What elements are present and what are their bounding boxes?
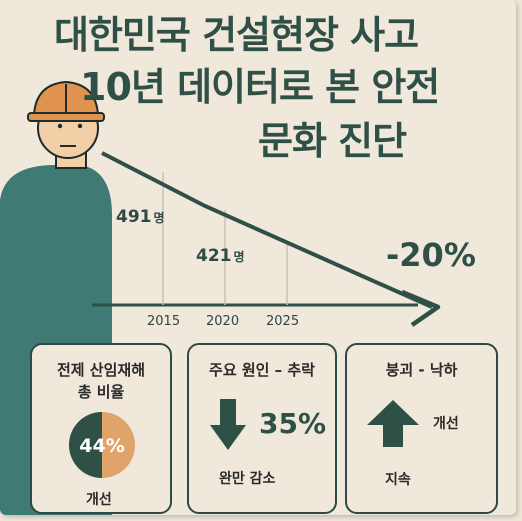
donut-share: [69, 412, 102, 478]
trend-arrow-icon: [401, 289, 441, 327]
point-label-2020: 421 명: [196, 246, 245, 266]
card-collapse: 붕괴 - 낙하 개선 지속: [345, 343, 498, 514]
title-line-3: 문화 진단: [258, 119, 407, 163]
card-main-cause: 주요 원인 – 추락 35% 완만 감소: [187, 343, 337, 514]
title-line-2: 10년 데이터로 본 안전: [80, 65, 440, 109]
up-arrow-icon: [367, 400, 419, 447]
card2-footer: 완만 감소: [219, 471, 276, 487]
card3-title: 붕괴 - 낙하: [385, 361, 458, 379]
down-arrow-icon: [210, 399, 246, 450]
donut-label: 44%: [79, 435, 124, 457]
infographic: 대한민국 건설현장 사고 10년 데이터로 본 안전 문화 진단 491 명 42…: [0, 13, 498, 515]
card1-title-line1: 전제 산임재해: [56, 361, 146, 379]
point-unit-2015: 명: [153, 211, 165, 225]
tick-label-2015: 2015: [147, 314, 181, 329]
donut-chart: 44%: [69, 412, 135, 478]
helmet-brim: [27, 112, 105, 122]
point-label-2015: 491 명: [116, 207, 165, 227]
point-value-2015: 491: [116, 207, 152, 227]
card2-value: 35%: [259, 407, 327, 440]
worker-eye-left: [57, 123, 63, 129]
tick-label-2025: 2025: [266, 314, 300, 329]
card1-footer: 개선: [86, 492, 112, 508]
worker-eye-right: [77, 123, 83, 129]
point-unit-2020: 명: [233, 250, 245, 264]
card-total-ratio: 전제 산임재해 총 비율 44% 개선: [30, 343, 172, 514]
card3-side-text: 개선: [433, 416, 459, 432]
tick-label-2020: 2020: [206, 314, 240, 329]
title-line-1: 대한민국 건설현장 사고: [54, 13, 419, 57]
card3-footer: 지속: [385, 472, 411, 488]
trend-annotation: -20%: [386, 236, 476, 274]
trend-line: [101, 151, 433, 309]
card1-title-line2: 총 비율: [77, 383, 125, 401]
point-value-2020: 421: [196, 246, 232, 266]
card2-title: 주요 원인 – 추락: [209, 361, 315, 379]
